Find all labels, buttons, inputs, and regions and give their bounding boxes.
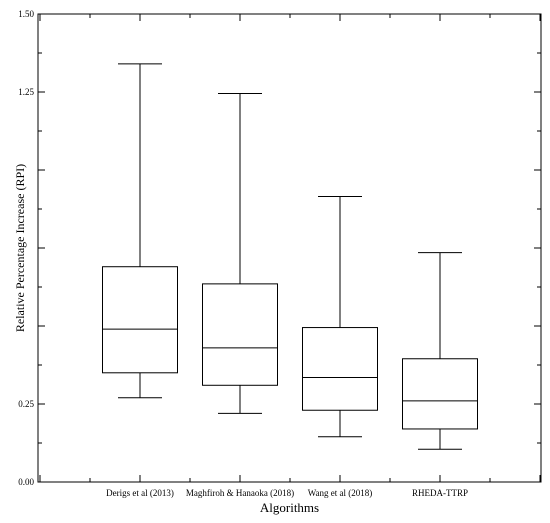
category-label: Derigs et al (2013) bbox=[106, 488, 174, 498]
plot-frame bbox=[37, 13, 542, 483]
box-iqr bbox=[102, 266, 178, 374]
y-axis-label: Relative Percentage Increase (RPI) bbox=[13, 164, 27, 332]
category-label: RHEDA-TTRP bbox=[412, 488, 468, 498]
y-tick-label: 1.50 bbox=[18, 9, 34, 19]
box-2 bbox=[202, 93, 278, 414]
y-axis-ticks: 0.00 0.25 1.25 1.50 bbox=[18, 9, 541, 487]
boxes bbox=[102, 63, 478, 450]
category-label: Maghfiroh & Hanaoka (2018) bbox=[186, 488, 294, 498]
y-tick-label: 1.25 bbox=[18, 87, 34, 97]
box-iqr bbox=[302, 327, 378, 411]
box-iqr bbox=[202, 283, 278, 386]
box-4 bbox=[402, 252, 478, 450]
x-axis-ticks bbox=[39, 14, 541, 482]
box-iqr bbox=[402, 358, 478, 430]
category-label: Wang et al (2018) bbox=[308, 488, 373, 498]
x-axis-label: Algorithms bbox=[260, 500, 319, 515]
y-tick-label: 0.25 bbox=[18, 399, 34, 409]
box-3 bbox=[302, 196, 378, 438]
y-tick-label: 0.00 bbox=[18, 477, 34, 487]
box-1 bbox=[102, 63, 178, 399]
category-labels: Derigs et al (2013) Maghfiroh & Hanaoka (… bbox=[106, 488, 468, 498]
